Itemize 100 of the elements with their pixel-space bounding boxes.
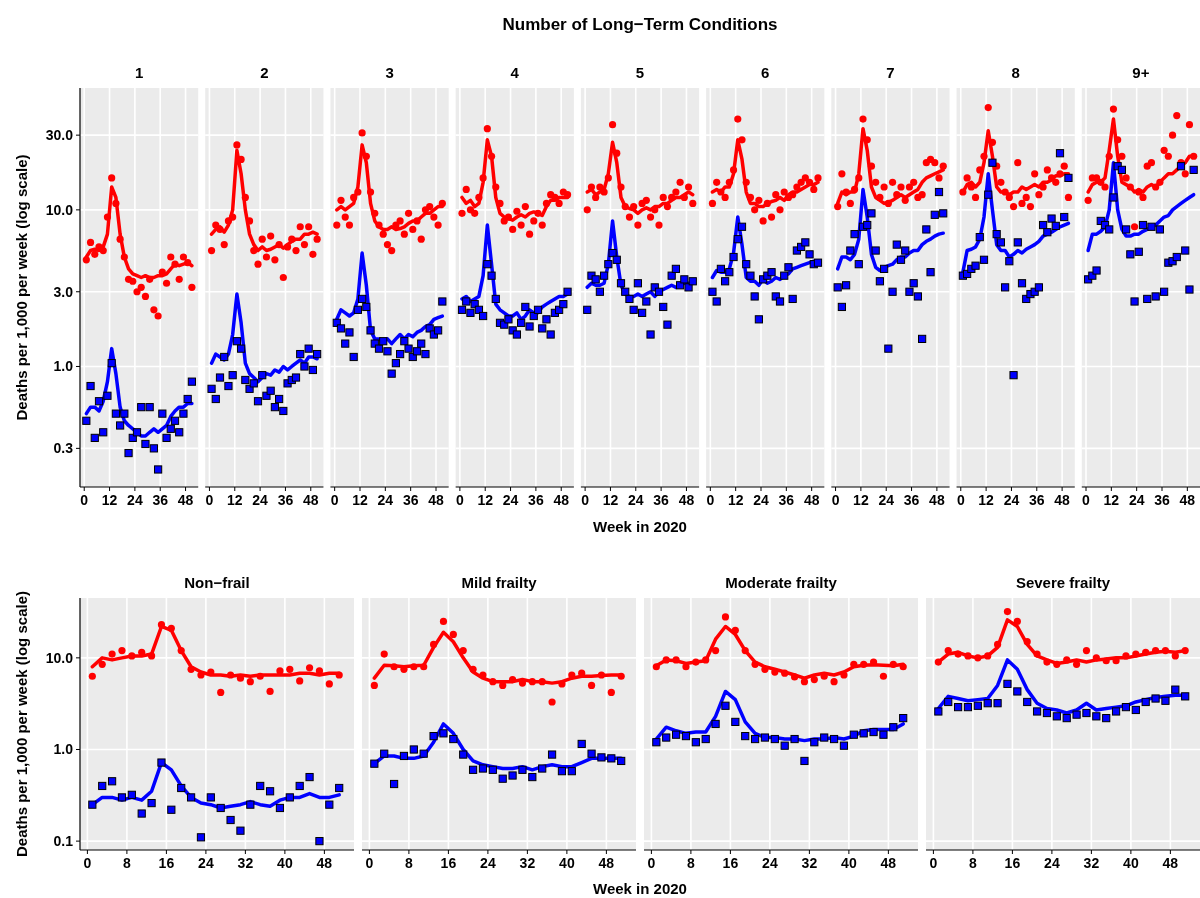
point bbox=[1102, 657, 1110, 665]
point bbox=[859, 115, 867, 123]
point bbox=[555, 199, 563, 207]
point bbox=[380, 650, 388, 658]
point bbox=[833, 283, 842, 292]
point bbox=[621, 202, 629, 211]
point bbox=[772, 191, 780, 199]
point bbox=[668, 193, 676, 202]
point bbox=[508, 675, 517, 684]
point bbox=[308, 365, 317, 375]
point bbox=[1031, 170, 1039, 178]
point bbox=[469, 665, 477, 673]
y-tick-label: 10.0 bbox=[45, 649, 74, 666]
point bbox=[492, 183, 500, 191]
y-tick-label: 3.0 bbox=[53, 283, 74, 300]
point bbox=[1152, 183, 1160, 191]
chart-subtitle: 7 bbox=[886, 64, 895, 81]
point bbox=[846, 246, 855, 255]
point bbox=[789, 191, 797, 199]
x-tick-label: 12 bbox=[352, 492, 368, 508]
point bbox=[417, 235, 425, 243]
point bbox=[1042, 708, 1052, 718]
point bbox=[801, 174, 809, 182]
point bbox=[99, 428, 108, 437]
point bbox=[275, 803, 285, 813]
point bbox=[1114, 136, 1122, 144]
point bbox=[829, 734, 839, 744]
point bbox=[869, 727, 878, 737]
point bbox=[399, 751, 409, 761]
x-tick-label: 48 bbox=[880, 855, 897, 871]
point bbox=[479, 174, 487, 182]
chart-subtitle: Severe frailty bbox=[1015, 574, 1111, 591]
point bbox=[335, 671, 343, 679]
point bbox=[206, 793, 215, 802]
point bbox=[729, 252, 738, 262]
point bbox=[587, 183, 596, 191]
point bbox=[930, 210, 939, 219]
point bbox=[662, 656, 670, 664]
point bbox=[1009, 202, 1018, 211]
point bbox=[934, 658, 942, 666]
point bbox=[137, 809, 146, 818]
point bbox=[226, 815, 235, 825]
x-tick-label: 24 bbox=[762, 855, 778, 871]
x-tick-label: 12 bbox=[1103, 492, 1120, 508]
point bbox=[525, 322, 534, 331]
point bbox=[751, 206, 759, 214]
point bbox=[233, 141, 241, 149]
point bbox=[1053, 660, 1061, 668]
point bbox=[568, 671, 576, 679]
point bbox=[1034, 283, 1043, 292]
point bbox=[530, 217, 538, 225]
point bbox=[763, 199, 771, 207]
point bbox=[667, 271, 676, 280]
point bbox=[354, 188, 362, 196]
point bbox=[107, 359, 116, 368]
point bbox=[489, 678, 497, 686]
point bbox=[434, 221, 442, 229]
point bbox=[1105, 152, 1113, 160]
x-tick-label: 12 bbox=[978, 492, 995, 508]
point bbox=[1147, 222, 1156, 231]
point bbox=[671, 264, 680, 273]
point bbox=[270, 403, 279, 412]
point bbox=[842, 281, 851, 290]
point bbox=[899, 663, 907, 671]
point bbox=[509, 225, 517, 234]
point bbox=[741, 732, 750, 741]
point bbox=[250, 246, 258, 255]
point bbox=[963, 174, 971, 182]
point bbox=[702, 656, 710, 664]
point bbox=[504, 315, 513, 324]
point bbox=[439, 729, 448, 738]
point bbox=[655, 221, 663, 229]
point bbox=[471, 209, 479, 217]
point bbox=[596, 183, 604, 191]
point bbox=[814, 174, 822, 182]
point bbox=[112, 199, 120, 207]
x-tick-label: 0 bbox=[83, 855, 92, 871]
point bbox=[258, 235, 266, 243]
point bbox=[421, 349, 430, 359]
point bbox=[1151, 292, 1160, 301]
point bbox=[417, 339, 426, 348]
point bbox=[859, 729, 868, 738]
point bbox=[676, 178, 684, 186]
point bbox=[608, 248, 617, 258]
point bbox=[370, 759, 379, 768]
point bbox=[721, 193, 729, 202]
point bbox=[333, 221, 341, 229]
point bbox=[784, 263, 793, 272]
point bbox=[587, 681, 596, 690]
point bbox=[391, 359, 400, 368]
point bbox=[325, 680, 333, 688]
point bbox=[483, 125, 491, 133]
point bbox=[518, 765, 527, 774]
point bbox=[216, 225, 224, 234]
point bbox=[229, 213, 237, 221]
x-tick-label: 0 bbox=[205, 492, 214, 508]
point bbox=[725, 178, 733, 186]
point bbox=[478, 764, 488, 773]
point bbox=[1013, 687, 1022, 696]
point bbox=[750, 292, 759, 301]
